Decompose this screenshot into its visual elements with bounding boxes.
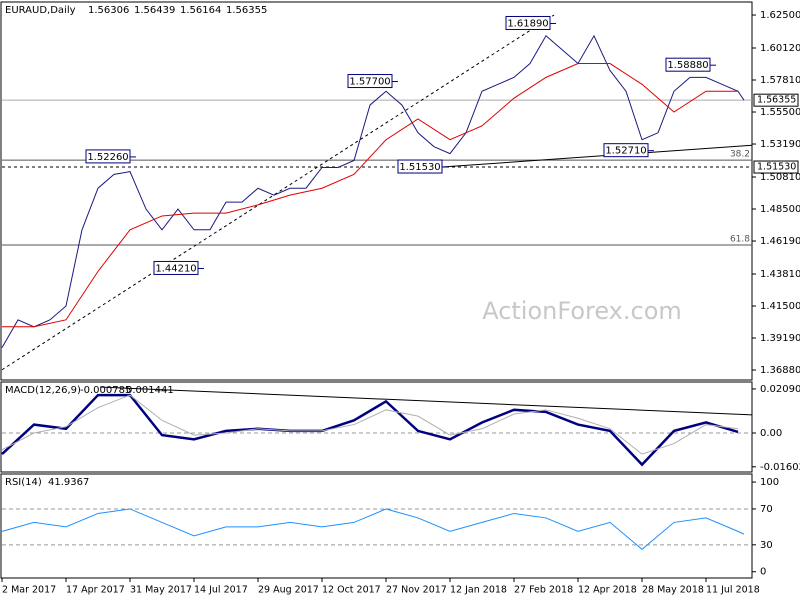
- y-tick-label: 1.55500: [760, 107, 800, 118]
- price-box-label: 1.56355: [757, 95, 796, 106]
- x-tick-label: 12 Oct 2017: [322, 585, 381, 596]
- x-tick-label: 28 May 2018: [642, 585, 704, 596]
- readout: 1.56306: [88, 5, 129, 16]
- price-box: [753, 93, 799, 107]
- panel-frame: [0, 473, 753, 579]
- y-tick-label: 1.36880: [760, 365, 800, 376]
- y-tick-label: 100: [760, 477, 779, 488]
- price-box: [753, 160, 799, 174]
- y-tick-label: 0.00: [760, 428, 782, 439]
- readout: 1.56164: [180, 5, 221, 16]
- annotation-label: 1.52710: [605, 146, 646, 157]
- readout: -0.000785: [80, 385, 131, 396]
- y-tick-label: 70: [760, 504, 773, 515]
- readout: 1.56355: [226, 5, 267, 16]
- x-tick-label: 29 Aug 2017: [258, 585, 319, 596]
- readout: 41.9367: [48, 477, 89, 488]
- readout: 1.56439: [134, 5, 175, 16]
- trendline: [1, 14, 555, 371]
- series-line: [1, 393, 739, 467]
- y-tick-label: 1.39190: [760, 333, 800, 344]
- x-tick-label: 12 Apr 2018: [578, 585, 637, 596]
- y-tick-label: 1.57810: [760, 75, 800, 86]
- y-tick-label: 1.50810: [760, 172, 800, 183]
- y-tick-label: 1.46190: [760, 236, 800, 247]
- fib-label: 38.2: [730, 150, 750, 160]
- panel-title: MACD(12,26,9): [5, 385, 81, 396]
- annotation-label: 1.51530: [399, 162, 440, 173]
- series-line: [1, 394, 739, 455]
- trendline: [99, 386, 753, 416]
- y-tick-label: 1.53190: [760, 139, 800, 150]
- x-tick-label: 12 Jan 2018: [450, 585, 507, 596]
- annotation-label: 1.44210: [155, 263, 196, 274]
- x-tick-label: 11 Jul 2018: [706, 585, 760, 596]
- trendline: [441, 144, 753, 168]
- panel-title: EURAUD,Daily: [5, 5, 76, 16]
- y-tick-label: 1.41500: [760, 301, 800, 312]
- series-line: [1, 34, 745, 348]
- panel-frame: [0, 1, 753, 381]
- price-box-label: 1.51530: [757, 162, 796, 173]
- series-line: [1, 508, 745, 550]
- series-line: [2, 63, 738, 328]
- y-tick-label: 1.60120: [760, 43, 800, 54]
- x-tick-label: 17 Apr 2017: [66, 585, 125, 596]
- fib-label: 61.8: [730, 235, 750, 245]
- y-tick-label: 0.020904: [760, 384, 800, 395]
- annotation-label: 1.57700: [349, 77, 390, 88]
- y-tick-label: -0.016023: [760, 462, 800, 473]
- y-tick-label: 1.62500: [760, 10, 800, 21]
- watermark: ActionForex.com: [482, 297, 682, 325]
- panel-title: RSI(14): [5, 477, 42, 488]
- x-tick-label: 27 Feb 2018: [514, 585, 573, 596]
- x-tick-label: 31 May 2017: [130, 585, 192, 596]
- x-tick-label: 14 Jul 2017: [194, 585, 248, 596]
- x-tick-label: 27 Nov 2017: [386, 585, 447, 596]
- annotation-label: 1.52260: [87, 152, 128, 163]
- y-tick-label: 30: [760, 540, 773, 551]
- panel-frame: [0, 381, 753, 473]
- y-tick-label: 0: [760, 567, 766, 578]
- annotation-label: 1.61890: [507, 18, 548, 29]
- y-tick-label: 1.48500: [760, 204, 800, 215]
- y-tick-label: 1.43810: [760, 269, 800, 280]
- annotation-label: 1.58880: [667, 60, 708, 71]
- readout: 0.001441: [126, 385, 174, 396]
- x-tick-label: 2 Mar 2017: [2, 585, 56, 596]
